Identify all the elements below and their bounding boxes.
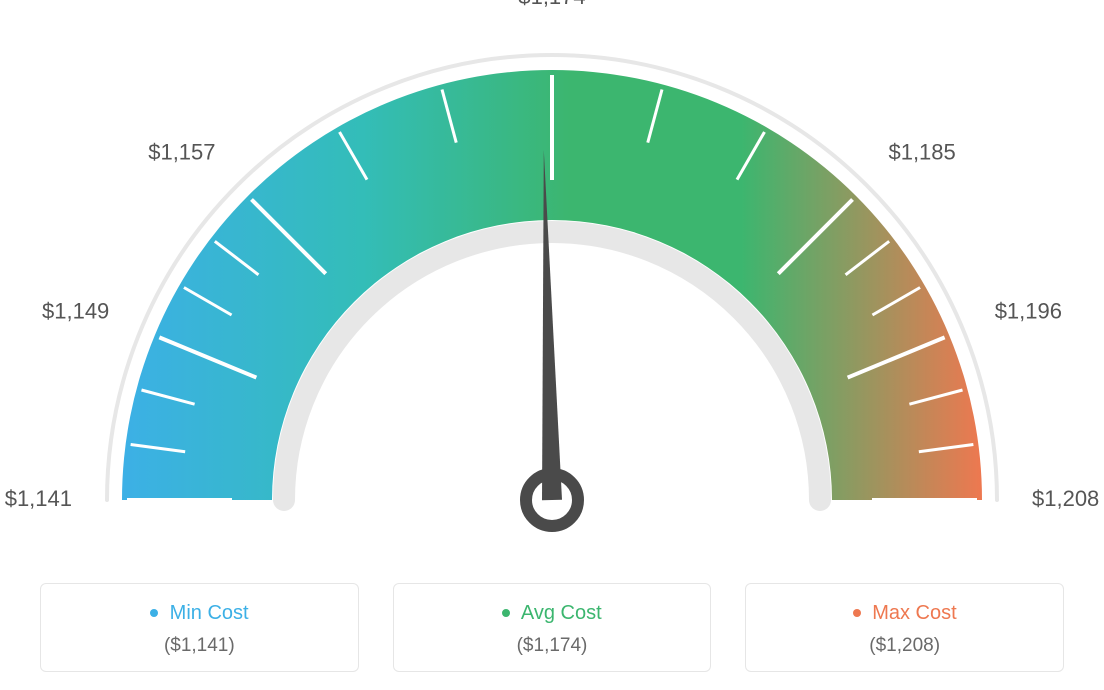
gauge-chart: $1,141 $1,149 $1,157 $1,174 $1,185 $1,196 $1,2… — [0, 0, 1104, 560]
dot-icon — [502, 609, 510, 617]
legend-label-min: Min Cost — [170, 602, 249, 624]
legend-card-avg: Avg Cost ($1,174) — [393, 583, 712, 672]
legend-row: Min Cost ($1,141) Avg Cost ($1,174) Max … — [0, 583, 1104, 672]
legend-title-min: Min Cost — [51, 602, 348, 625]
svg-text:$1,174: $1,174 — [518, 0, 585, 9]
legend-card-min: Min Cost ($1,141) — [40, 583, 359, 672]
legend-title-avg: Avg Cost — [404, 602, 701, 625]
svg-text:$1,149: $1,149 — [42, 298, 109, 323]
dot-icon — [853, 609, 861, 617]
gauge-svg: $1,141 $1,149 $1,157 $1,174 $1,185 $1,196 $1,2… — [0, 0, 1104, 560]
legend-label-max: Max Cost — [872, 602, 956, 624]
svg-text:$1,157: $1,157 — [148, 140, 215, 165]
legend-label-avg: Avg Cost — [521, 602, 602, 624]
legend-value-min: ($1,141) — [51, 635, 348, 657]
svg-text:$1,141: $1,141 — [5, 486, 72, 511]
svg-text:$1,196: $1,196 — [995, 298, 1062, 323]
svg-text:$1,185: $1,185 — [888, 140, 955, 165]
dot-icon — [150, 609, 158, 617]
legend-value-max: ($1,208) — [756, 635, 1053, 657]
legend-value-avg: ($1,174) — [404, 635, 701, 657]
svg-text:$1,208: $1,208 — [1032, 486, 1099, 511]
legend-title-max: Max Cost — [756, 602, 1053, 625]
legend-card-max: Max Cost ($1,208) — [745, 583, 1064, 672]
